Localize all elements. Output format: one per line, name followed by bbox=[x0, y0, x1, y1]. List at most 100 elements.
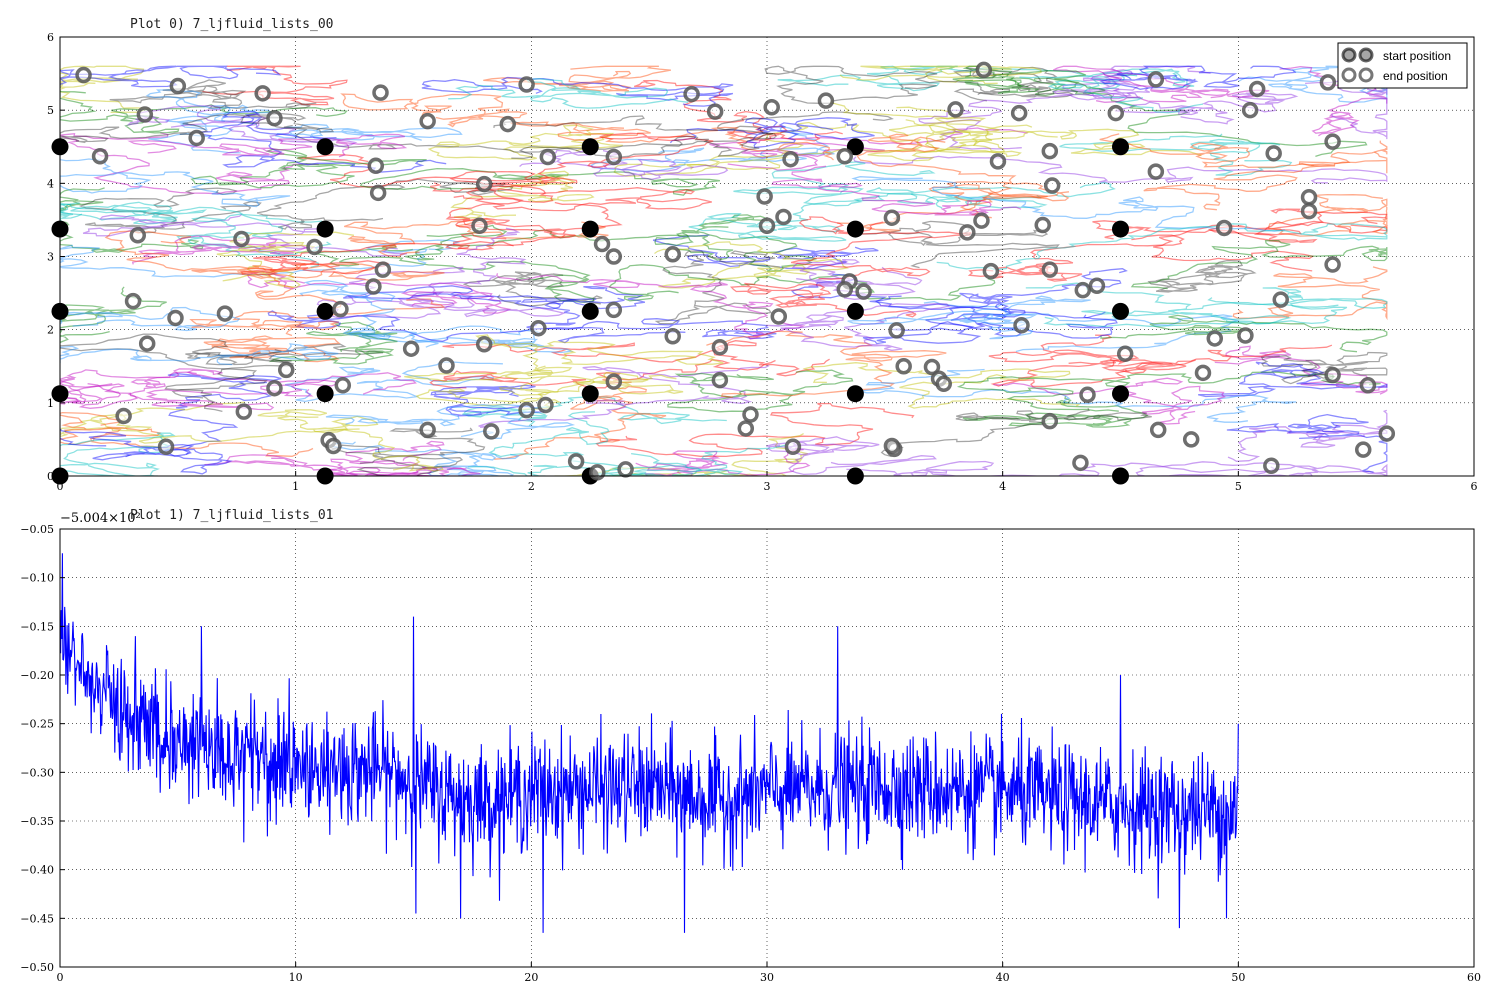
end-position-point bbox=[365, 278, 382, 295]
end-position-point bbox=[254, 85, 271, 102]
end-position-point bbox=[266, 109, 283, 127]
end-position-point bbox=[1324, 366, 1341, 384]
end-position-point bbox=[530, 319, 547, 337]
start-position-point bbox=[1112, 385, 1129, 403]
trajectory-line bbox=[343, 218, 609, 258]
end-position-point bbox=[367, 157, 385, 175]
trajectory-line bbox=[1025, 282, 1339, 325]
trajectory-line bbox=[766, 436, 937, 476]
end-position-point bbox=[266, 379, 283, 397]
plot1-offset-label: −5.004×10² bbox=[60, 511, 141, 526]
trajectory-line bbox=[197, 111, 447, 173]
end-position-point bbox=[1010, 104, 1028, 122]
end-position-point bbox=[1041, 412, 1059, 430]
end-position-point bbox=[332, 300, 349, 318]
trajectory-plot: Plot 0) 7_ljfluid_lists_00 0 1 2 3 4 5 6 0 1 2 3 4… bbox=[47, 17, 1478, 493]
trajectory-line bbox=[240, 241, 514, 276]
trajectory-line bbox=[109, 79, 317, 110]
trajectory-line bbox=[496, 273, 806, 340]
end-position-point bbox=[706, 103, 724, 120]
end-position-point bbox=[605, 248, 623, 265]
end-position-point bbox=[855, 283, 872, 300]
end-position-point bbox=[75, 66, 92, 84]
trajectory-line bbox=[880, 407, 1152, 458]
end-position-point bbox=[1149, 421, 1167, 439]
y-tick-label: 3 bbox=[47, 251, 54, 264]
end-position-point bbox=[758, 217, 776, 235]
trajectory-line bbox=[850, 220, 1060, 269]
x-tick-label: 60 bbox=[1467, 971, 1481, 984]
x-tick-label: 30 bbox=[760, 971, 774, 984]
trajectory-line bbox=[257, 409, 444, 472]
end-position-point bbox=[1237, 327, 1254, 344]
x-tick-label: 50 bbox=[1231, 971, 1245, 984]
trajectory-line bbox=[590, 125, 835, 172]
end-position-point bbox=[770, 308, 788, 325]
end-position-point bbox=[475, 175, 493, 193]
trajectory-line bbox=[60, 187, 204, 253]
trajectory-line bbox=[967, 234, 1185, 282]
end-position-point bbox=[483, 423, 500, 440]
end-position-point bbox=[883, 437, 901, 455]
trajectory-line bbox=[171, 343, 384, 399]
trajectory-line bbox=[1006, 77, 1368, 158]
trajectory-line bbox=[404, 366, 677, 397]
y-tick-label: −0.45 bbox=[20, 912, 54, 925]
y-tick-label: 4 bbox=[47, 177, 54, 190]
trajectory-line bbox=[554, 433, 808, 476]
trajectory-line bbox=[449, 132, 714, 203]
end-position-point bbox=[518, 76, 535, 93]
end-position-point bbox=[499, 115, 517, 133]
y-tick-label: 0 bbox=[47, 470, 54, 483]
trajectory-line bbox=[60, 158, 291, 208]
end-position-point bbox=[711, 338, 729, 356]
trajectory-line bbox=[60, 239, 461, 278]
end-position-point bbox=[369, 184, 387, 202]
trajectory-line bbox=[190, 148, 427, 189]
trajectory-line bbox=[866, 181, 1116, 209]
legend-end-marker bbox=[1341, 67, 1374, 83]
plot1-x-tick-labels: 0 10 20 30 40 50 60 bbox=[57, 962, 1481, 984]
x-tick-label: 4 bbox=[999, 480, 1006, 493]
trajectory-line bbox=[60, 90, 348, 134]
end-position-point bbox=[1034, 216, 1051, 234]
trajectory-line bbox=[764, 65, 1010, 104]
trajectory-line bbox=[790, 216, 972, 280]
start-position-point bbox=[581, 385, 599, 403]
trajectory-line bbox=[404, 224, 734, 261]
end-position-point bbox=[1324, 133, 1341, 150]
end-position-point bbox=[1194, 364, 1212, 382]
end-position-point bbox=[216, 305, 234, 322]
trajectory-line bbox=[467, 443, 789, 476]
end-position-point bbox=[136, 106, 154, 123]
x-tick-label: 5 bbox=[1235, 480, 1242, 493]
trajectory-line bbox=[846, 460, 1277, 476]
end-position-point bbox=[883, 209, 901, 226]
trajectory-line bbox=[667, 369, 854, 413]
trajectory-line bbox=[246, 270, 512, 314]
trajectory-line bbox=[709, 127, 1028, 171]
trajectory-line bbox=[314, 244, 595, 304]
trajectory-line bbox=[126, 105, 358, 147]
trajectory-line bbox=[60, 401, 360, 444]
end-position-point bbox=[167, 309, 184, 327]
trajectory-line bbox=[765, 303, 950, 351]
y-tick-label: −0.05 bbox=[20, 523, 54, 536]
start-position-point bbox=[316, 302, 334, 320]
trajectory-line bbox=[918, 72, 1141, 150]
end-position-point bbox=[756, 188, 773, 205]
trajectory-line bbox=[60, 427, 233, 475]
end-position-point bbox=[605, 148, 623, 166]
start-position-point bbox=[581, 302, 599, 320]
trajectory-line bbox=[1151, 220, 1388, 272]
end-position-point bbox=[1116, 345, 1134, 363]
start-position-point bbox=[316, 385, 334, 403]
trajectory-line bbox=[60, 371, 197, 409]
trajectory-line bbox=[429, 182, 712, 221]
legend-start-marker bbox=[1341, 47, 1374, 63]
end-position-point bbox=[947, 101, 964, 118]
start-position-point bbox=[846, 302, 864, 320]
end-position-point bbox=[742, 406, 759, 423]
trajectory-line bbox=[127, 133, 408, 158]
plot1-y-tick-labels: −0.05 −0.10 −0.15 −0.20 −0.25 −0.30 −0.35 −0.40… bbox=[20, 523, 65, 974]
